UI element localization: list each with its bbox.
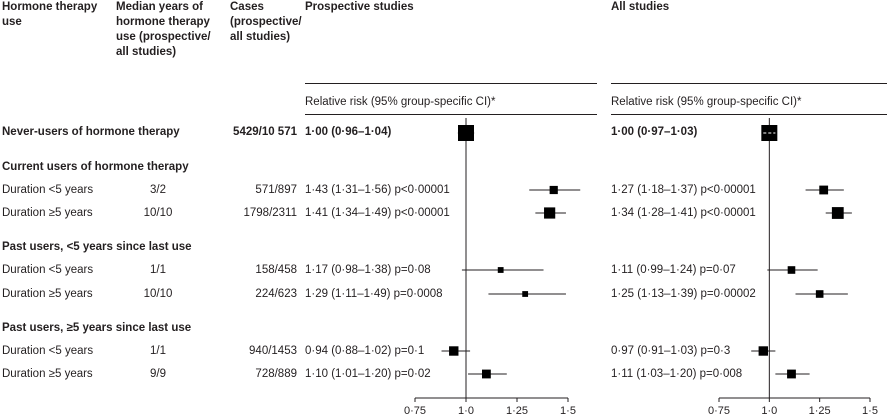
all-point-marker <box>819 185 829 195</box>
prospective-point-marker <box>482 369 491 379</box>
prospective-x-tick-label: 0·75 <box>404 405 426 417</box>
row-prospective-rr: 1·10 (1·01–1·20) p=0·02 <box>305 368 431 380</box>
prospective-point-marker <box>549 185 558 195</box>
header-cases: Cases (prospective/ all studies) <box>230 1 302 43</box>
section-past-ge5: Past users, ≥5 years since last use <box>2 322 192 334</box>
all-subheader-rule <box>611 114 887 115</box>
row-label: Duration ≥5 years <box>2 368 93 380</box>
row-years: 1/1 <box>150 345 166 357</box>
prospective-point-marker <box>497 267 504 273</box>
all-point-marker <box>831 207 844 219</box>
row-cases: 571/897 <box>255 184 297 196</box>
row-prospective-rr: 1·17 (0·98–1·38) p=0·08 <box>305 264 431 276</box>
all-x-tick-label: 0·75 <box>708 405 730 417</box>
prospective-x-tick-label: 1·25 <box>506 405 528 417</box>
row-all-rr: 0·97 (0·91–1·03) p=0·3 <box>611 345 731 357</box>
section-current-users: Current users of hormone therapy <box>2 161 189 173</box>
header-prospective-studies: Prospective studies <box>305 1 414 13</box>
all-x-tick-label: 1·5 <box>862 405 878 417</box>
row-all-rr: 1·34 (1·28–1·41) p<0·00001 <box>611 207 756 219</box>
header-median-years: Median years of hormone therapy use (pro… <box>116 1 211 58</box>
row-all-rr: 1·11 (1·03–1·20) p=0·008 <box>611 368 743 380</box>
row-prospective-rr: 1·00 (0·96–1·04) <box>305 126 392 138</box>
header-hormone-therapy-use: Hormone therapy use <box>2 1 98 28</box>
row-prospective-rr: 1·43 (1·31–1·56) p<0·00001 <box>305 184 450 196</box>
row-cases: 224/623 <box>255 288 297 300</box>
all-x-tick-label: 1·0 <box>761 405 777 417</box>
row-cases: 728/889 <box>255 368 297 380</box>
row-all-rr: 1·00 (0·97–1·03) <box>611 126 698 138</box>
prospective-point-marker <box>522 291 529 297</box>
row-years: 3/2 <box>150 184 166 196</box>
all-point-marker <box>787 369 796 379</box>
all-header-rule <box>611 83 887 84</box>
prospective-subheader-rule <box>305 114 597 115</box>
section-past-lt5: Past users, <5 years since last use <box>2 241 192 253</box>
row-label: Duration <5 years <box>2 345 94 357</box>
row-cases: 5429/10 571 <box>233 126 297 138</box>
row-cases: 1798/2311 <box>243 207 297 219</box>
prospective-point-marker <box>449 346 459 356</box>
prospective-rr-label: Relative risk (95% group-specific CI)* <box>305 96 496 108</box>
row-label: Duration <5 years <box>2 264 94 276</box>
row-label: Never-users of hormone therapy <box>2 126 180 138</box>
all-point-marker <box>815 290 824 298</box>
prospective-header-rule <box>305 83 597 84</box>
row-prospective-rr: 1·29 (1·11–1·49) p=0·0008 <box>305 288 443 300</box>
row-years: 10/10 <box>143 207 173 219</box>
row-all-rr: 1·25 (1·13–1·39) p=0·00002 <box>611 288 756 300</box>
row-label: Duration ≥5 years <box>2 288 93 300</box>
row-all-rr: 1·27 (1·18–1·37) p<0·00001 <box>611 184 756 196</box>
row-cases: 940/1453 <box>249 345 297 357</box>
row-years: 1/1 <box>150 264 166 276</box>
all-x-tick-label: 1·25 <box>809 405 831 417</box>
row-label: Duration <5 years <box>2 184 94 196</box>
row-label: Duration ≥5 years <box>2 207 93 219</box>
row-prospective-rr: 0·94 (0·88–1·02) p=0·1 <box>305 345 425 357</box>
row-years: 9/9 <box>150 368 166 380</box>
prospective-x-tick-label: 1·5 <box>560 405 576 417</box>
row-all-rr: 1·11 (0·99–1·24) p=0·07 <box>611 264 736 276</box>
all-point-marker <box>758 346 768 356</box>
prospective-x-tick-label: 1·0 <box>458 405 474 417</box>
prospective-point-marker <box>458 125 474 141</box>
all-rr-label: Relative risk (95% group-specific CI)* <box>611 96 802 108</box>
row-cases: 158/458 <box>255 264 297 276</box>
prospective-point-marker <box>544 207 556 219</box>
row-years: 10/10 <box>143 288 173 300</box>
row-prospective-rr: 1·41 (1·34–1·49) p<0·00001 <box>305 207 450 219</box>
all-point-marker <box>787 266 796 274</box>
header-all-studies: All studies <box>611 1 670 13</box>
